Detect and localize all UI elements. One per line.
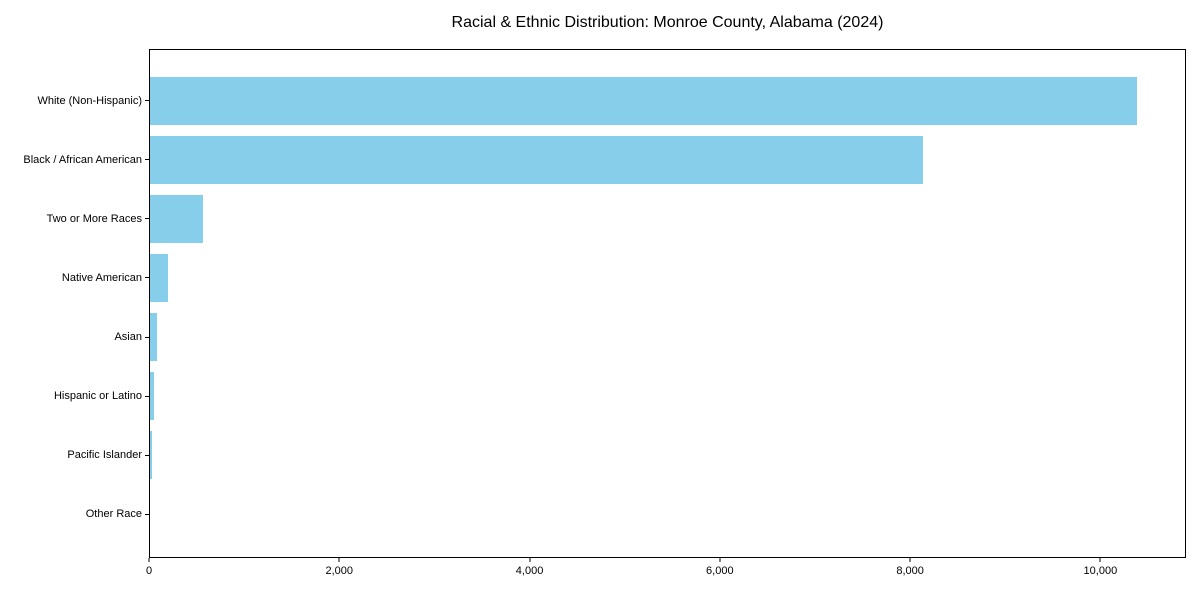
y-axis: White (Non-Hispanic) Black / African Amer… [0, 49, 149, 558]
bar-row [150, 249, 1185, 308]
y-axis-label: Asian [114, 331, 142, 344]
y-axis-label: Black / African American [23, 153, 142, 166]
x-axis-tick-label: 2,000 [325, 565, 354, 577]
bar-row [150, 72, 1185, 131]
x-axis-tick-label: 4,000 [515, 565, 544, 577]
y-axis-row: Hispanic or Latino [0, 367, 149, 426]
y-axis-tick [145, 218, 149, 220]
bar-row [150, 484, 1185, 543]
y-axis-tick [145, 395, 149, 397]
y-axis-label: Two or More Races [46, 212, 142, 225]
x-axis-tick [909, 558, 911, 562]
bar-row [150, 190, 1185, 249]
y-axis-row: Native American [0, 248, 149, 307]
x-axis: 0 2,000 4,000 6,000 8,000 10,000 [145, 558, 1186, 594]
bar-row [150, 131, 1185, 190]
chart-title: Racial & Ethnic Distribution: Monroe Cou… [451, 14, 884, 31]
plot-rows [150, 50, 1185, 557]
y-axis-tick [145, 336, 149, 338]
y-axis-label: Native American [61, 271, 142, 284]
bar-pacific-islander [150, 430, 152, 479]
y-axis-row: Black / African American [0, 130, 149, 189]
y-axis-tick [145, 277, 149, 279]
x-axis-tick [148, 558, 150, 562]
y-axis-row: Pacific Islander [0, 426, 149, 485]
bar-native-american [150, 254, 168, 303]
bar-row [150, 425, 1185, 484]
y-axis-row: Asian [0, 308, 149, 367]
bar-black-african-american [150, 136, 923, 185]
y-axis-row: Two or More Races [0, 189, 149, 248]
x-axis-tick-label: 6,000 [706, 565, 734, 577]
bar-asian [150, 312, 158, 361]
y-axis-tick [145, 454, 149, 456]
x-axis-tick [1099, 558, 1101, 562]
x-axis-tick-label: 0 [145, 565, 153, 577]
y-axis-label: White (Non-Hispanic) [37, 94, 142, 107]
y-axis-tick [145, 100, 149, 102]
y-axis-tick [145, 513, 149, 515]
y-axis-label: Pacific Islander [67, 449, 142, 462]
x-axis-tick [719, 558, 721, 562]
y-axis-label: Other Race [85, 508, 142, 521]
x-axis-tick [338, 558, 340, 562]
x-axis-tick-label: 8,000 [896, 565, 924, 577]
bar-row [150, 308, 1185, 367]
bar-white-non-hispanic [150, 77, 1137, 126]
x-axis-tick [529, 558, 531, 562]
x-axis-tick-label: 10,000 [1083, 565, 1118, 577]
y-axis-row: White (Non-Hispanic) [0, 71, 149, 130]
bar-two-or-more-races [150, 195, 203, 244]
y-axis-label: Hispanic or Latino [53, 390, 142, 403]
y-axis-row: Other Race [0, 485, 149, 544]
bar-hispanic-or-latino [150, 371, 155, 420]
plot-area [149, 49, 1186, 558]
bar-row [150, 366, 1185, 425]
y-axis-tick [145, 159, 149, 161]
